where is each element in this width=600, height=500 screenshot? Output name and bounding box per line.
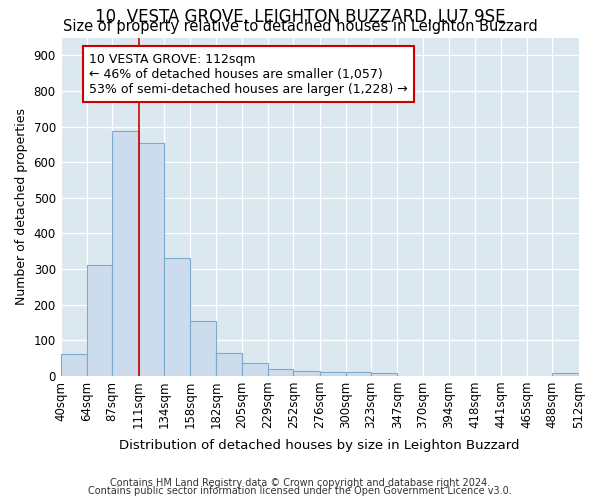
Bar [268, 370, 293, 376]
Text: 10, VESTA GROVE, LEIGHTON BUZZARD, LU7 9SE: 10, VESTA GROVE, LEIGHTON BUZZARD, LU7 9… [95, 8, 505, 26]
Text: Contains HM Land Registry data © Crown copyright and database right 2024.: Contains HM Land Registry data © Crown c… [110, 478, 490, 488]
Bar [61, 354, 87, 376]
Bar [346, 372, 371, 376]
Bar [87, 266, 112, 376]
Bar [552, 373, 578, 376]
Text: Contains public sector information licensed under the Open Government Licence v3: Contains public sector information licen… [88, 486, 512, 496]
Bar [242, 364, 268, 376]
Bar [139, 142, 164, 376]
Text: 10 VESTA GROVE: 112sqm
← 46% of detached houses are smaller (1,057)
53% of semi-: 10 VESTA GROVE: 112sqm ← 46% of detached… [89, 52, 408, 96]
Bar [293, 372, 320, 376]
Bar [320, 372, 346, 376]
X-axis label: Distribution of detached houses by size in Leighton Buzzard: Distribution of detached houses by size … [119, 440, 520, 452]
Y-axis label: Number of detached properties: Number of detached properties [15, 108, 28, 305]
Text: Size of property relative to detached houses in Leighton Buzzard: Size of property relative to detached ho… [62, 18, 538, 34]
Bar [217, 352, 242, 376]
Bar [190, 322, 217, 376]
Bar [164, 258, 190, 376]
Bar [112, 131, 139, 376]
Bar [371, 373, 397, 376]
